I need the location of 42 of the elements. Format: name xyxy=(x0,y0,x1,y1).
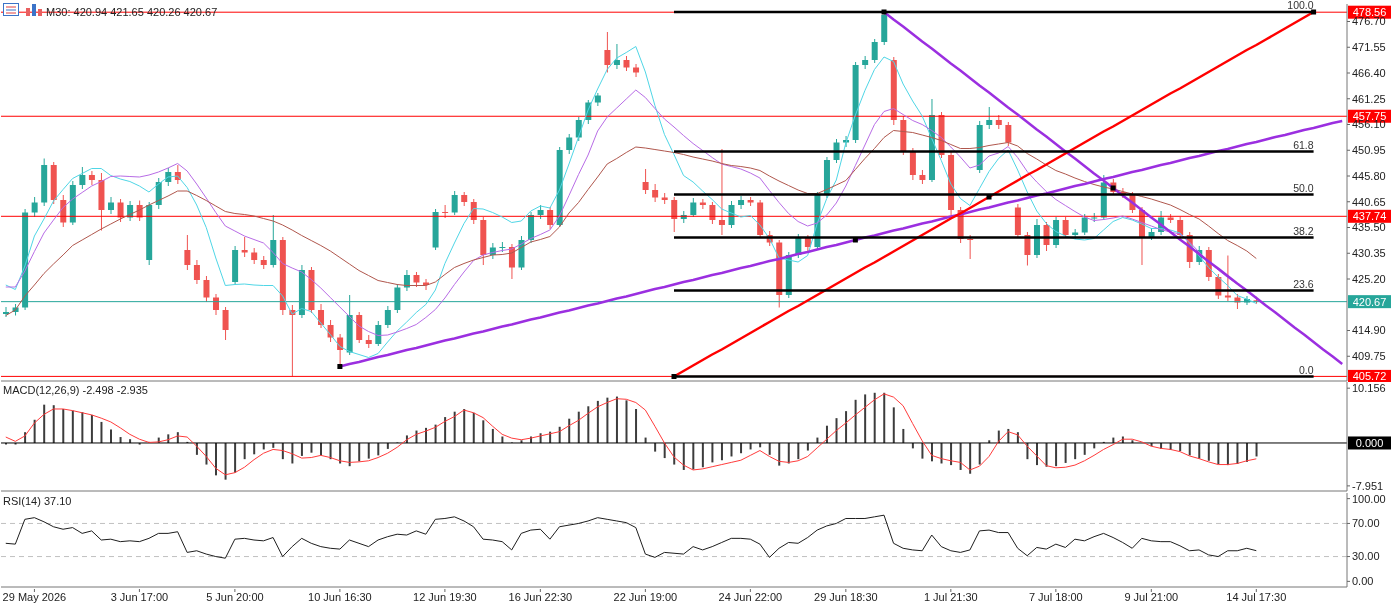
chart-title: RSI(14) 37.10 xyxy=(3,494,72,508)
x-tick-label: 12 Jun 19:30 xyxy=(413,590,477,603)
x-tick-label: 3 Jun 17:00 xyxy=(110,590,169,603)
ref-line-label: 437.74 xyxy=(1352,210,1387,223)
y-tick-label: 10.156 xyxy=(1352,382,1386,395)
y-tick-label: 414.90 xyxy=(1352,324,1386,337)
y-tick-label: 409.75 xyxy=(1352,350,1386,363)
series-label: 100.0 xyxy=(1287,0,1314,11)
series-label: 50.0 xyxy=(1293,181,1314,194)
x-tick-label: 29 May 2026 xyxy=(2,590,67,603)
y-tick-label: 30.00 xyxy=(1352,550,1380,563)
series-label: 38.2 xyxy=(1293,224,1314,237)
x-tick-label: 5 Jun 20:00 xyxy=(206,590,264,603)
x-tick-label: 9 Jul 21:00 xyxy=(1124,590,1179,603)
chart-title: MACD(12,26,9) -2.498 -2.935 xyxy=(3,383,148,397)
y-tick-label: -7.951 xyxy=(1352,479,1384,492)
y-tick-label: 425.20 xyxy=(1352,272,1386,285)
y-tick-label: 450.95 xyxy=(1352,144,1386,157)
x-tick-label: 24 Jun 22:00 xyxy=(718,590,783,603)
y-tick-label: 461.25 xyxy=(1352,92,1386,105)
x-tick-label: 14 Jul 17:30 xyxy=(1226,590,1287,603)
y-tick-label: 440.65 xyxy=(1352,195,1386,208)
ref-line-label: 405.72 xyxy=(1352,370,1387,383)
x-tick-label: 1 Jul 21:30 xyxy=(923,590,978,603)
y-tick-label: 430.35 xyxy=(1352,247,1386,260)
y-tick-label: 466.40 xyxy=(1352,66,1386,79)
y-tick-label: 70.00 xyxy=(1352,517,1380,530)
x-tick-label: 10 Jun 16:30 xyxy=(308,590,372,603)
y-tick-label: 100.00 xyxy=(1352,492,1386,505)
y-tick-label: 471.55 xyxy=(1352,41,1386,54)
series-label: 23.6 xyxy=(1293,277,1314,290)
y-tick-label: 0.00 xyxy=(1352,575,1374,588)
series-label: 61.8 xyxy=(1293,138,1314,151)
x-tick-label: 7 Jul 18:00 xyxy=(1028,590,1083,603)
ref-line-label: 420.67 xyxy=(1352,295,1387,308)
x-tick-label: 29 Jun 18:30 xyxy=(814,590,878,603)
ref-line-label: 0.000 xyxy=(1355,436,1384,449)
x-tick-label: 16 Jun 22:30 xyxy=(508,590,573,603)
y-tick-label: 435.50 xyxy=(1352,221,1386,234)
y-tick-label: 445.80 xyxy=(1352,169,1386,182)
series-label: 0.0 xyxy=(1298,363,1314,376)
x-tick-label: 22 Jun 19:00 xyxy=(613,590,678,603)
